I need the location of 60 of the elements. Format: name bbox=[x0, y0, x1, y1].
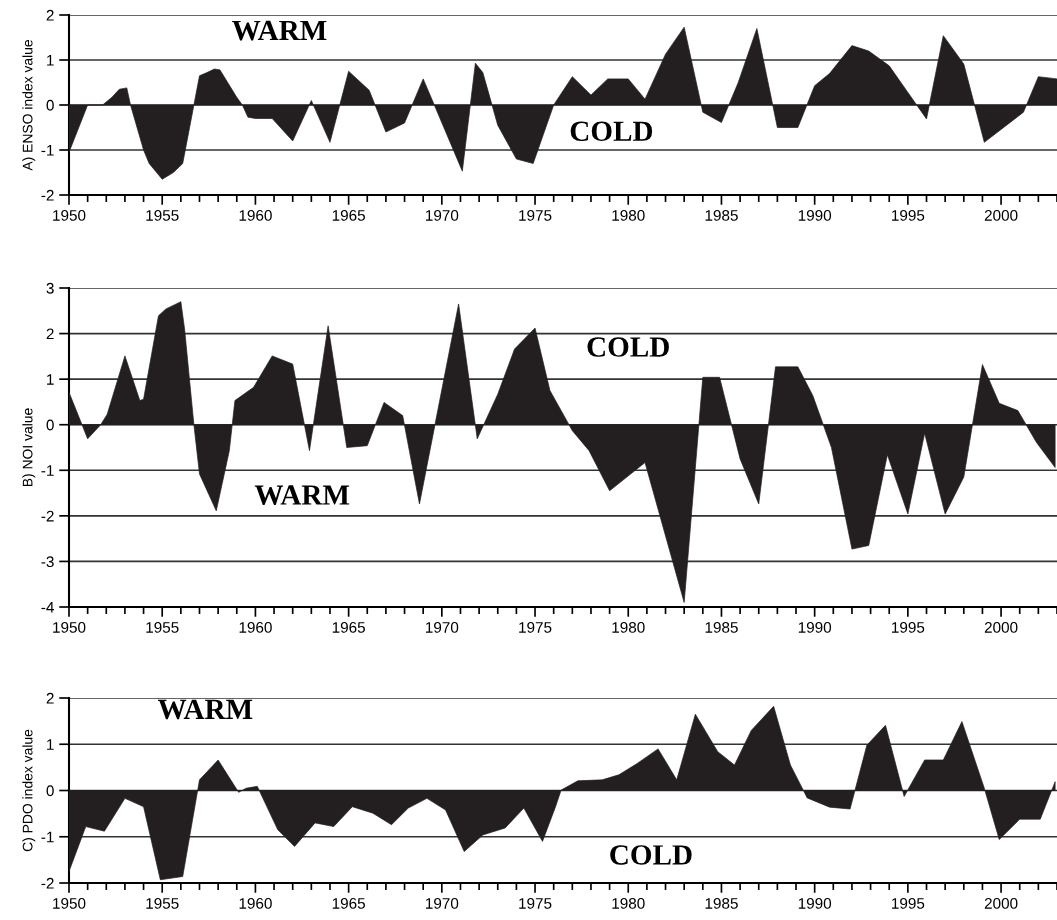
x-tick-label: 1975 bbox=[519, 897, 552, 909]
y-tick-label: 0 bbox=[46, 419, 54, 431]
x-tick-label: 1995 bbox=[892, 209, 925, 221]
x-tick-label: 1985 bbox=[705, 209, 738, 221]
x-tick-label: 1990 bbox=[798, 621, 832, 633]
annotation: COLD bbox=[570, 121, 653, 142]
y-tick-label: -4 bbox=[41, 602, 54, 613]
y-tick-label: -2 bbox=[41, 877, 54, 889]
x-tick-label: 2000 bbox=[984, 621, 1018, 633]
annotation: WARM bbox=[254, 485, 350, 506]
x-tick-label: 1995 bbox=[892, 621, 925, 633]
y-tick-label: -1 bbox=[41, 831, 54, 843]
x-tick-label: 1990 bbox=[798, 897, 832, 909]
x-tick-label: 1980 bbox=[612, 897, 645, 909]
x-tick-label: 1970 bbox=[426, 897, 459, 909]
y-tick-label: 1 bbox=[47, 55, 54, 66]
x-tick-label: 1960 bbox=[239, 897, 272, 909]
x-tick-label: 1975 bbox=[519, 621, 552, 633]
x-tick-label: 1950 bbox=[53, 621, 86, 633]
y-tick-label: 3 bbox=[46, 282, 54, 294]
x-tick-label: 1970 bbox=[426, 209, 459, 221]
annotation: WARM bbox=[232, 20, 327, 41]
x-tick-label: 1955 bbox=[146, 621, 179, 633]
x-tick-label: 1980 bbox=[612, 209, 645, 221]
x-tick-label: 2000 bbox=[984, 897, 1018, 909]
x-tick-label: 1965 bbox=[332, 209, 365, 221]
y-tick-label: 0 bbox=[46, 99, 54, 111]
x-tick-label: 2000 bbox=[984, 209, 1018, 221]
annotation: COLD bbox=[587, 337, 669, 357]
x-tick-label: 1985 bbox=[705, 621, 738, 633]
x-tick-label: 1960 bbox=[239, 621, 272, 633]
x-tick-label: 1955 bbox=[146, 897, 179, 909]
x-tick-label: 1995 bbox=[892, 897, 925, 909]
y-tick-label: 2 bbox=[46, 692, 54, 704]
y-axis-title: C) PDO index value bbox=[22, 729, 36, 852]
y-tick-label: -1 bbox=[41, 145, 54, 156]
y-axis-title: A) ENSO index value bbox=[22, 40, 36, 171]
x-tick-label: 1965 bbox=[332, 897, 365, 909]
x-tick-label: 1990 bbox=[798, 209, 832, 221]
x-tick-label: 1950 bbox=[53, 209, 86, 221]
y-tick-label: 0 bbox=[46, 785, 54, 797]
y-tick-label: 1 bbox=[47, 739, 54, 750]
x-tick-label: 1980 bbox=[612, 621, 645, 633]
y-tick-label: -2 bbox=[41, 189, 54, 201]
x-tick-label: 1955 bbox=[146, 209, 179, 221]
y-axis-title: B) NOI value bbox=[22, 408, 36, 487]
y-tick-label: 2 bbox=[46, 328, 54, 340]
x-tick-label: 1970 bbox=[426, 621, 459, 633]
y-tick-label: -2 bbox=[41, 510, 54, 522]
x-tick-label: 1960 bbox=[239, 209, 272, 221]
x-tick-label: 1950 bbox=[53, 897, 86, 909]
y-tick-label: -3 bbox=[41, 556, 54, 568]
y-tick-label: 2 bbox=[46, 9, 54, 21]
x-tick-label: 1985 bbox=[705, 897, 738, 909]
x-tick-label: 1975 bbox=[519, 209, 552, 221]
y-tick-label: -1 bbox=[41, 465, 54, 476]
annotation: WARM bbox=[157, 699, 253, 720]
x-tick-label: 1965 bbox=[332, 621, 365, 633]
annotation: COLD bbox=[610, 845, 692, 865]
y-tick-label: 1 bbox=[47, 374, 54, 385]
